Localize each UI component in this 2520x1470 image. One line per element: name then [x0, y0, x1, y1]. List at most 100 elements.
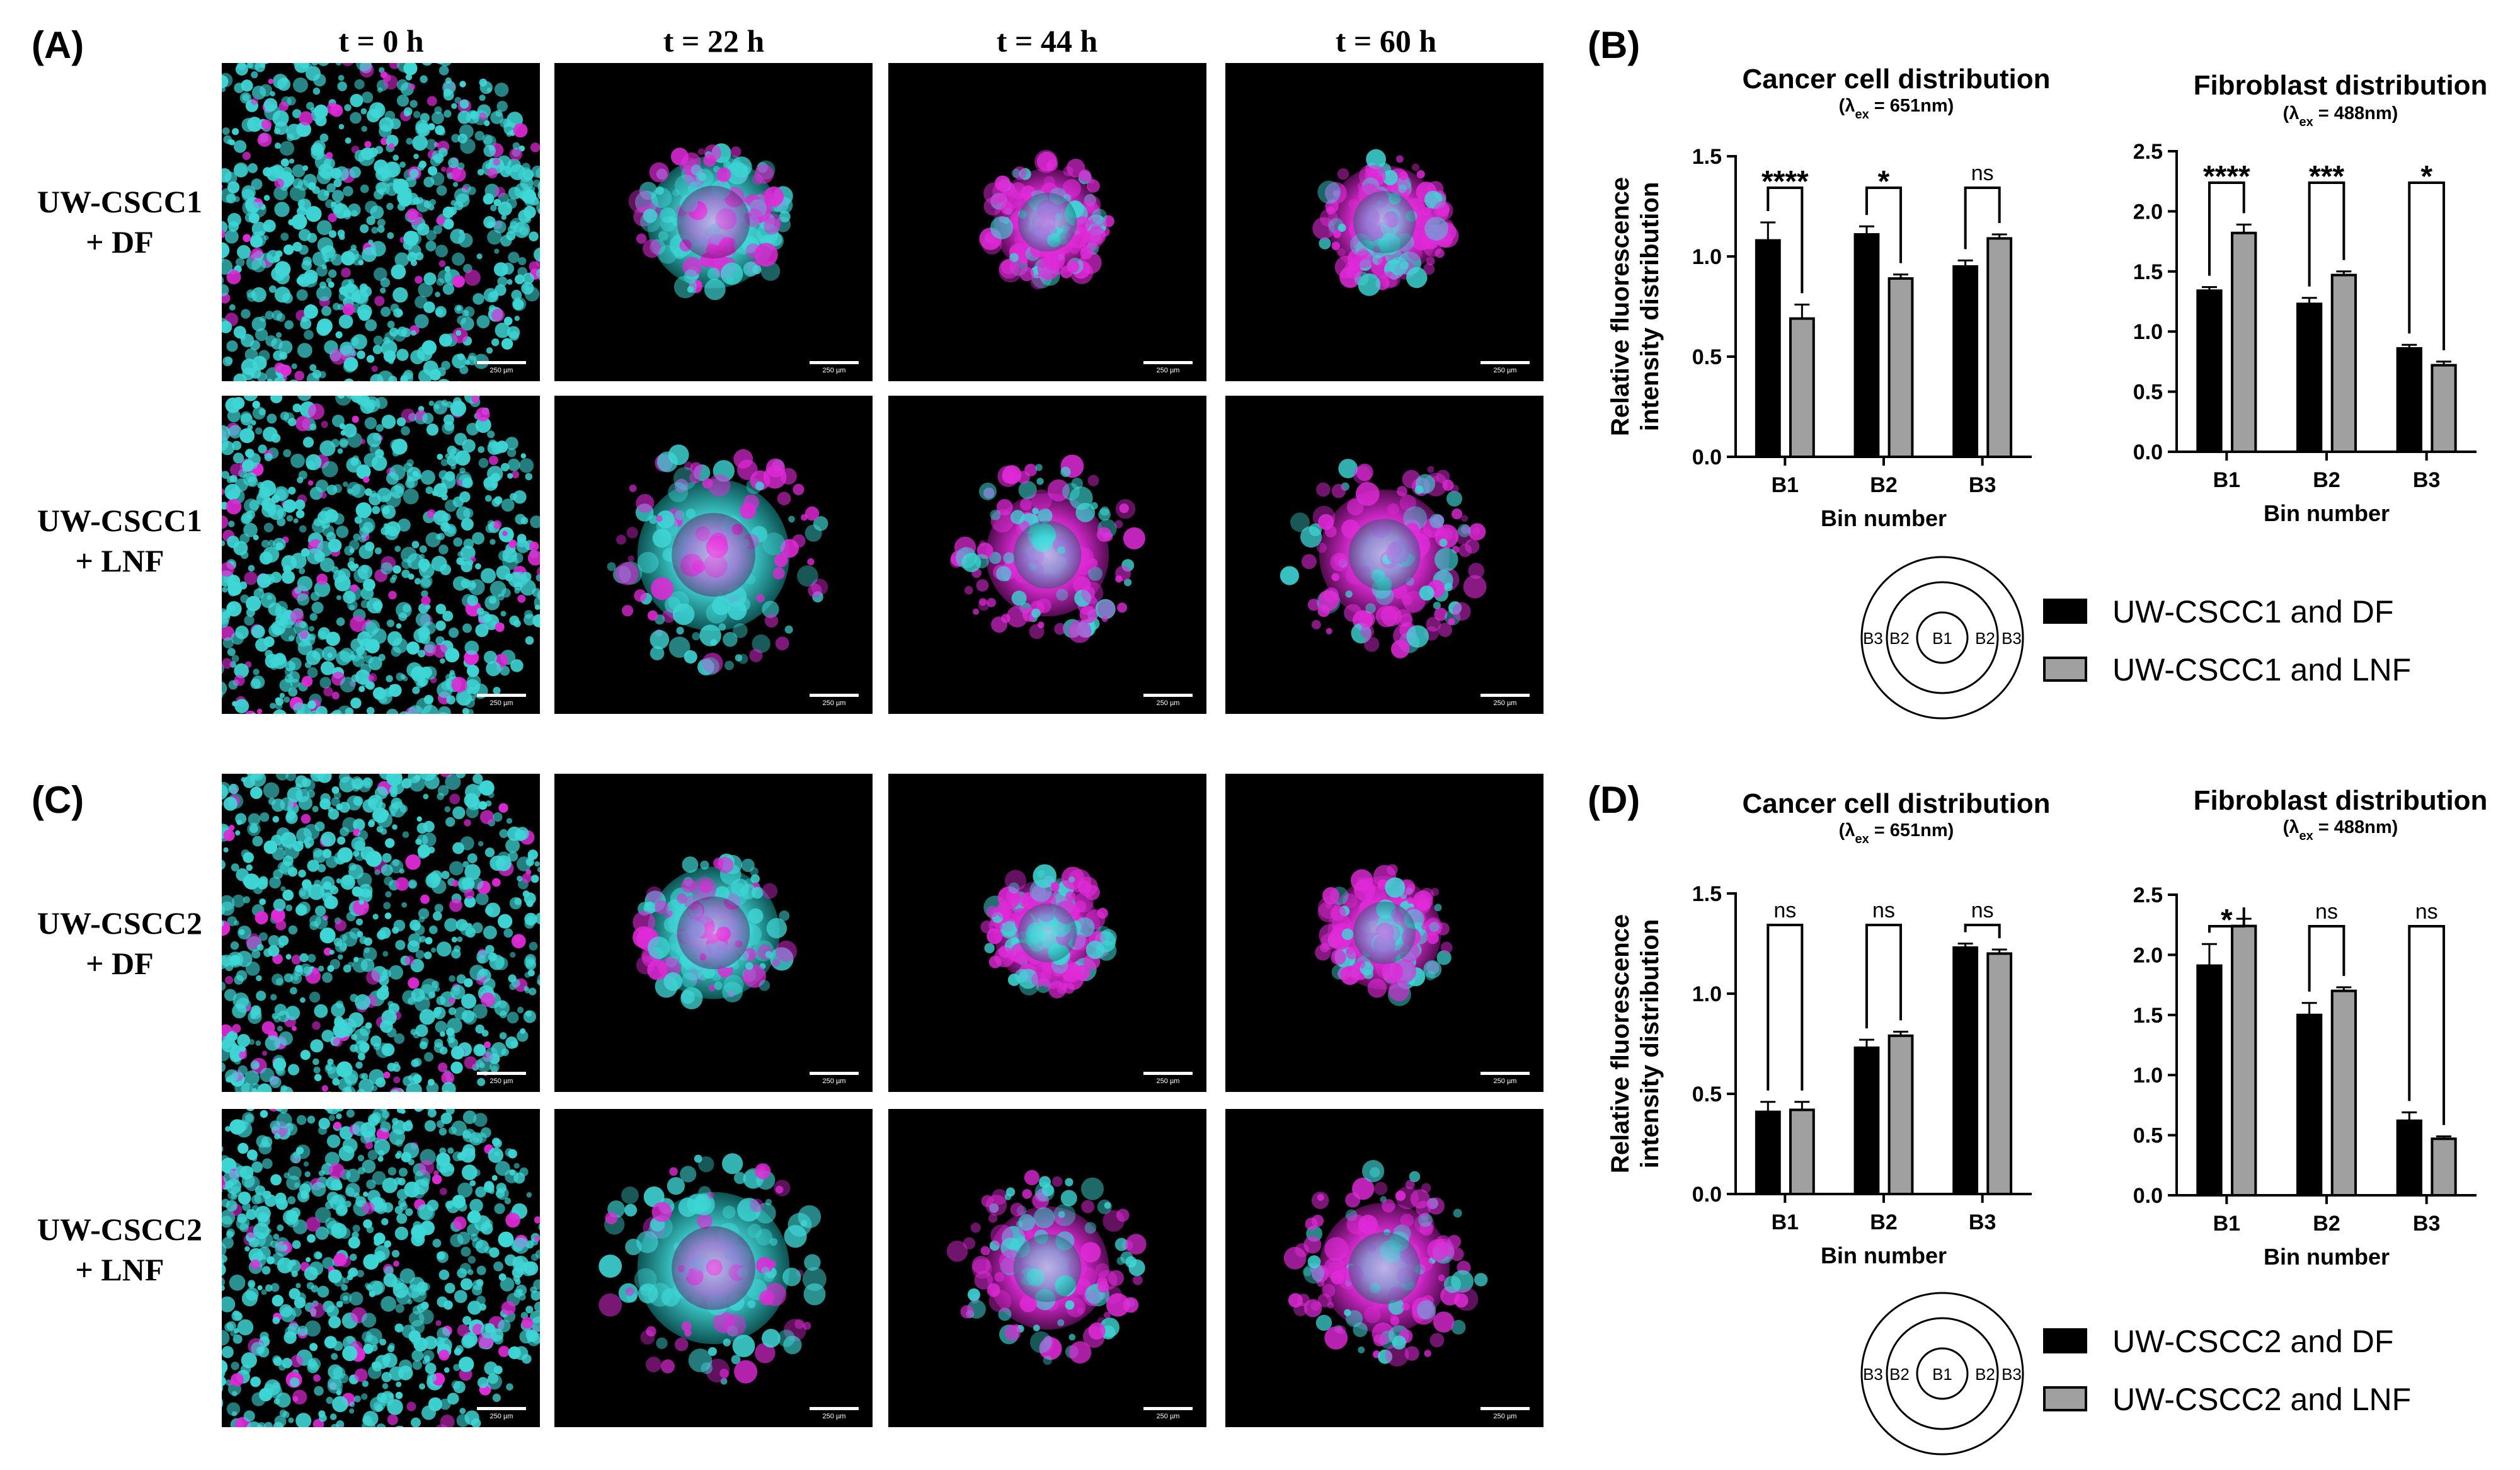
y-tick-label: 1.0	[2133, 320, 2163, 344]
scale-bar-label: 250 µm	[1157, 367, 1180, 374]
x-tick-label: B1	[1772, 1210, 1799, 1234]
scale-bar	[1143, 694, 1193, 697]
bar-B3-series-0	[1952, 265, 1979, 458]
bin-ring-2	[1916, 611, 1969, 664]
micrograph-0-1: 250 µm	[554, 63, 873, 381]
scale-bar	[1480, 361, 1530, 364]
chart-3: Fibroblast distribution(λex = 488nm) 0.0 0…	[2133, 785, 2488, 1270]
bar-B1-series-1	[1789, 317, 1815, 458]
spheroid	[946, 1169, 1147, 1365]
legend-swatch-1	[2043, 657, 2087, 682]
micrograph-grid: 250 µm 250 µm 250 µm 250 µm 250 µm 250 µm 250 …	[222, 63, 1544, 1427]
scale-bar-label: 250 µm	[1494, 1077, 1517, 1085]
micrograph-1-3: 250 µm	[1225, 396, 1544, 714]
scale-bar-label: 250 µm	[1494, 1413, 1517, 1420]
x-tick-label: B3	[2413, 1212, 2440, 1236]
row-label-2: UW-CSCC2 + DF	[37, 905, 202, 981]
micrograph-3-0: 250 µm	[222, 1109, 540, 1427]
micrograph-3-3: 250 µm	[1225, 1109, 1544, 1427]
significance-label: ns	[1872, 899, 1895, 922]
panel-label-a: (A)	[32, 24, 84, 66]
x-tick-label: B1	[2213, 1212, 2240, 1236]
bin-diagram: B3 B2 B1 B2 B3	[1860, 1292, 2024, 1456]
chart-subtitle: (λex = 651nm)	[1839, 820, 1954, 846]
scale-bar-label: 250 µm	[490, 367, 513, 374]
scale-bar	[1480, 1072, 1530, 1075]
bin-label-3: B2	[1975, 1365, 1995, 1384]
bar-B1-series-1	[1789, 1108, 1815, 1195]
significance-label: ns	[1971, 161, 1994, 185]
bar-B3-series-1	[1986, 237, 2013, 458]
row-label-0-line2: + DF	[86, 224, 154, 260]
spheroid	[222, 63, 540, 381]
x-tick-label: B3	[1969, 1210, 1996, 1234]
time-label-1: t = 22 h	[663, 23, 765, 59]
spheroid	[222, 396, 540, 714]
bin-diagram: B3 B2 B1 B2 B3	[1860, 556, 2024, 720]
spheroid	[633, 853, 797, 1009]
scale-bar-label: 250 µm	[490, 699, 513, 707]
bar-B3-series-0	[1952, 946, 1979, 1195]
micrograph-3-1: 250 µm	[554, 1109, 873, 1427]
significance-label: ns	[2315, 900, 2338, 924]
scale-bar-label: 250 µm	[823, 1077, 846, 1085]
chart-subtitle: (λex = 488nm)	[2283, 817, 2398, 843]
bar-B3-series-0	[2396, 347, 2422, 453]
scale-bar	[1480, 1407, 1530, 1410]
bar-B3-series-1	[1986, 952, 2013, 1196]
significance-bracket	[2408, 925, 2446, 1125]
scale-bar-label: 250 µm	[1494, 699, 1517, 707]
scale-bar	[1480, 694, 1530, 697]
row-label-3-line1: UW-CSCC2	[37, 1212, 202, 1247]
y-tick-label: 1.0	[1692, 245, 1722, 269]
y-tick-label: 0.5	[2133, 1124, 2163, 1148]
chart-title: Fibroblast distribution	[2194, 70, 2488, 101]
legend-label-1: UW-CSCC1 and LNF	[2112, 652, 2411, 687]
micrograph-2-2: 250 µm	[888, 774, 1206, 1092]
micrograph-0-0: 250 µm	[222, 63, 540, 381]
chart-title: Fibroblast distribution	[2194, 785, 2488, 816]
spheroid	[1280, 459, 1487, 658]
y-axis-label-line1: Relative fluorescence	[1606, 177, 1634, 436]
spheroid	[222, 1109, 540, 1427]
micrograph-3-2: 250 µm	[888, 1109, 1206, 1427]
bar-B3-series-1	[2431, 364, 2457, 454]
significance-label: *	[2420, 160, 2432, 193]
y-tick-label: 0.5	[1692, 345, 1722, 369]
scale-bar	[810, 361, 859, 364]
y-tick-label: 0.0	[2133, 440, 2163, 464]
bin-label-1: B2	[1889, 629, 1910, 648]
chart-subtitle: (λex = 488nm)	[2283, 103, 2398, 129]
row-label-1: UW-CSCC1 + LNF	[37, 503, 202, 578]
scale-bar-label: 250 µm	[1157, 1077, 1180, 1085]
bin-label-0: B3	[1863, 1365, 1883, 1384]
scale-bar	[810, 1072, 859, 1075]
x-tick-label: B3	[1969, 473, 1996, 497]
bin-label-4: B3	[2002, 1365, 2022, 1384]
time-label-3: t = 60 h	[1336, 23, 1437, 59]
significance-bracket	[2308, 181, 2345, 287]
micrograph-1-0: 250 µm	[222, 396, 540, 714]
significance-bracket	[1865, 187, 1903, 263]
bar-B1-series-0	[2196, 964, 2223, 1197]
significance-bracket	[2208, 907, 2245, 933]
x-axis-label: Bin number	[2264, 500, 2390, 526]
bar-B3-series-0	[2396, 1119, 2422, 1197]
spheroid	[628, 143, 793, 301]
y-tick-label: 0.0	[2133, 1184, 2163, 1208]
legend-1: B3 B2 B1 B2 B3 UW-CSCC2 and DF UW-CSCC2 and LN…	[1860, 1292, 2411, 1456]
bin-label-4: B3	[2002, 629, 2022, 648]
spheroid	[1312, 149, 1459, 296]
y-tick-label: 0.0	[1692, 1183, 1722, 1207]
row-label-2-line1: UW-CSCC2	[37, 905, 202, 941]
spheroid	[1315, 864, 1453, 1006]
bar-B1-series-1	[2231, 231, 2257, 453]
scale-bar-label: 250 µm	[490, 1413, 513, 1420]
significance-bracket	[2408, 181, 2446, 350]
x-tick-label: B2	[1870, 473, 1897, 497]
x-axis-label: Bin number	[1821, 505, 1947, 531]
scale-bar	[1143, 1072, 1193, 1075]
bar-B1-series-0	[1755, 1110, 1781, 1195]
legend-0: B3 B2 B1 B2 B3 UW-CSCC1 and DF UW-CSCC1 and LN…	[1860, 556, 2411, 720]
x-axis-label: Bin number	[2264, 1244, 2390, 1270]
